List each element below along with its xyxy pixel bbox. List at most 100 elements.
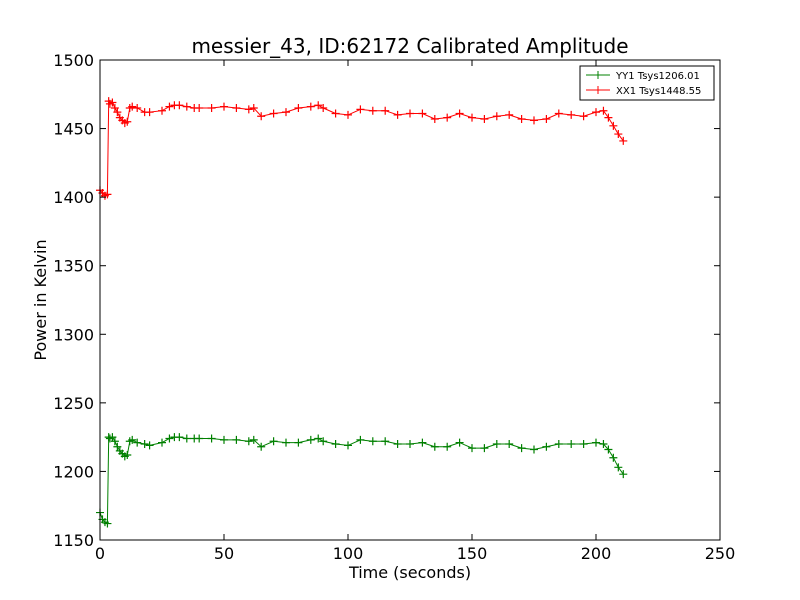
series-1-point [133, 438, 142, 447]
series-2-point [443, 113, 452, 122]
series-1-point [220, 435, 228, 444]
series-2-point [128, 102, 137, 111]
series-1-point [108, 433, 117, 442]
series-1-point [319, 437, 328, 446]
y-tick-label: 1350 [53, 257, 94, 276]
x-tick-label: 200 [581, 544, 612, 563]
series-1-point [368, 437, 377, 446]
series-1-point [282, 438, 290, 447]
series-2-point [232, 104, 241, 112]
series-2-point [182, 102, 191, 111]
series-1-point [599, 440, 608, 448]
series-1-point [207, 434, 216, 443]
series-2-point [554, 109, 563, 118]
series-2-point [282, 108, 290, 117]
series-1-point [145, 441, 154, 450]
x-tick-label: 250 [705, 544, 736, 563]
series-1-point [614, 463, 623, 472]
series-2-point [108, 98, 117, 107]
y-tick-label: 1450 [53, 120, 94, 139]
series-2-point [455, 109, 464, 118]
series-2-point [542, 114, 551, 123]
series-1-point [356, 435, 365, 444]
series-1-point [182, 434, 191, 443]
series-1-point [592, 438, 600, 447]
y-axis-title: Power in Kelvin [31, 239, 50, 360]
series-2-point [123, 117, 132, 126]
series-1-point [609, 453, 618, 462]
series-2-point [567, 110, 576, 119]
series-2-point [158, 106, 166, 115]
series-1-point [158, 438, 166, 447]
series-1-point [306, 435, 315, 444]
series-2-point [468, 113, 476, 122]
series-2-point [110, 104, 119, 112]
series-2-point [331, 109, 340, 118]
series-1-point [381, 437, 390, 446]
series-2-point [592, 108, 600, 117]
series-layer [96, 97, 628, 528]
legend-label: YY1 Tsys1206.01 [615, 71, 700, 82]
series-1-point [406, 440, 414, 448]
series-1-point [244, 437, 253, 446]
series-2-point [418, 109, 427, 118]
series-1-point [123, 450, 132, 459]
series-2-point [619, 136, 628, 145]
series-2-point [492, 112, 501, 121]
series-1-point [344, 441, 352, 450]
series-2-point [609, 121, 618, 130]
x-axis-title: Time (seconds) [348, 563, 471, 582]
series-1-point [579, 440, 588, 448]
series-2-point [314, 101, 323, 110]
x-tick-label: 150 [457, 544, 488, 563]
series-1-point [455, 438, 464, 447]
series-2-point [207, 104, 216, 112]
series-1-point [128, 435, 137, 444]
legend-label: XX1 Tsys1448.55 [616, 86, 701, 97]
series-1-point [517, 444, 526, 453]
series-2-point [344, 110, 352, 119]
series-2-point [368, 106, 377, 115]
series-2-point [133, 104, 142, 112]
series-2-point [294, 104, 303, 112]
series-1-point [113, 442, 122, 451]
series-1-point [619, 470, 628, 479]
legend-swatch-marker [594, 71, 602, 79]
series-2-point [604, 113, 613, 122]
series-2-point [579, 112, 588, 121]
series-2-point [406, 109, 414, 118]
series-2-point [103, 190, 112, 199]
series-1-point [443, 442, 452, 451]
series-1-point [110, 437, 119, 446]
series-1-point [232, 435, 241, 444]
x-tick-label: 100 [333, 544, 364, 563]
series-1-point [140, 440, 149, 448]
series-2-point [505, 110, 514, 119]
series-1-point [430, 442, 439, 451]
plot-frame [99, 59, 721, 541]
y-tick-label: 1200 [53, 462, 94, 481]
series-1-point [294, 438, 303, 447]
series-2-point [195, 104, 204, 112]
y-tick-label: 1400 [53, 188, 94, 207]
series-1-point [393, 440, 402, 448]
series-2-point [430, 114, 439, 123]
plot-area [100, 60, 720, 540]
series-2-point [614, 130, 623, 139]
series-2-point [530, 116, 538, 125]
series-2-point [356, 105, 365, 114]
series-1-point [269, 437, 278, 446]
series-1-point [492, 440, 501, 448]
series-1-point [480, 444, 489, 453]
series-1-point [542, 442, 551, 451]
series-1-point [554, 440, 563, 448]
series-2-point [393, 110, 402, 119]
series-1-point [505, 440, 514, 448]
legend-box [579, 65, 715, 101]
legend-swatch-marker [594, 86, 602, 94]
series-1-point [257, 442, 266, 451]
y-tick-label: 1300 [53, 325, 94, 344]
y-tick-label: 1500 [53, 51, 94, 70]
series-1-point [530, 445, 538, 454]
